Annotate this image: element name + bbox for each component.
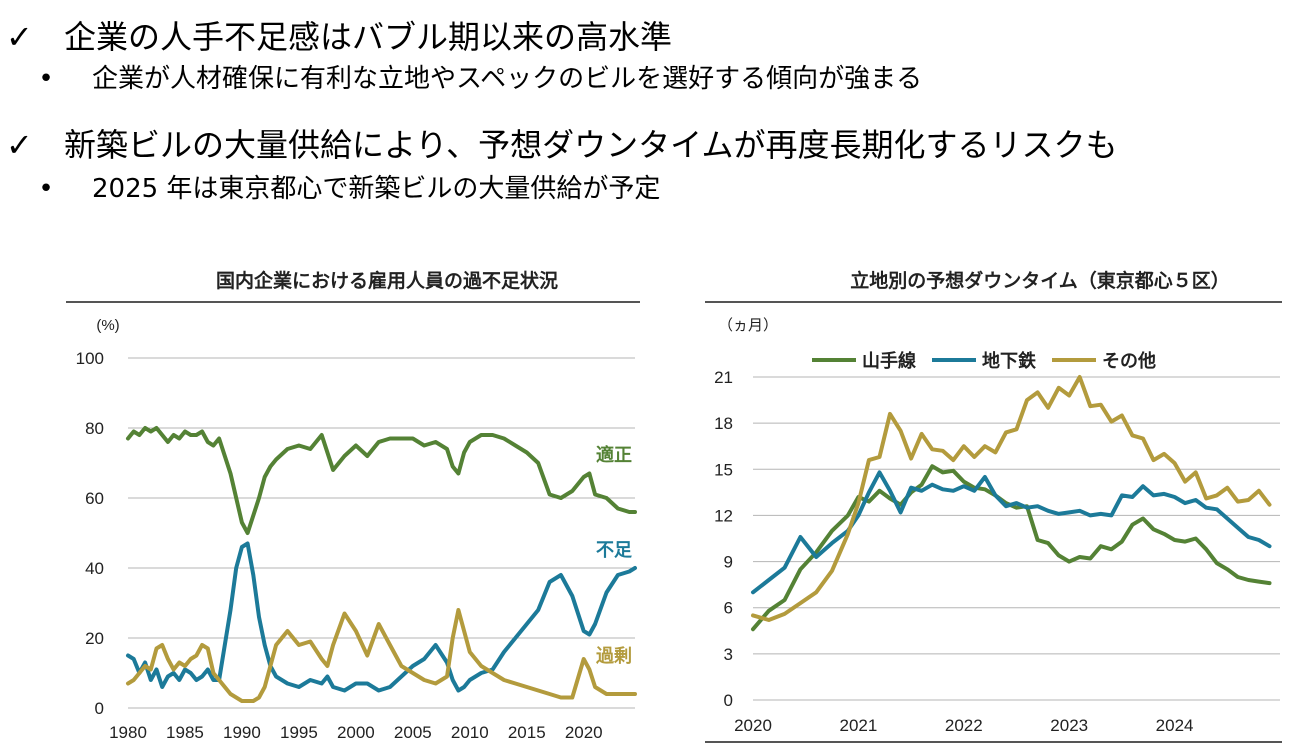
y-tick-label: 20 xyxy=(85,629,104,648)
bullet-1: ✓ 企業の人手不足感はバブル期以来の高水準 xyxy=(0,17,672,57)
bullet-2-sub: • 2025 年は東京都心で新築ビルの大量供給が予定 xyxy=(0,172,660,206)
legend-label: 地下鉄 xyxy=(982,350,1036,371)
series-line-適正 xyxy=(126,426,637,535)
bullet-2: ✓ 新築ビルの大量供給により、予想ダウンタイムが再度長期化するリスクも xyxy=(0,125,1117,165)
x-tick-label: 2021 xyxy=(839,716,877,735)
y-tick-label: 0 xyxy=(724,691,733,710)
check-icon: ✓ xyxy=(6,18,33,56)
bullet-1-sub: • 企業が人材確保に有利な立地やスペックのビルを選好する傾向が強まる xyxy=(0,62,922,96)
bullet-1-sub-text: 企業が人材確保に有利な立地やスペックのビルを選好する傾向が強まる xyxy=(92,64,923,94)
series-line-山手線 xyxy=(751,464,1272,632)
y-tick-label: 21 xyxy=(714,368,733,387)
y-tick-label: 3 xyxy=(724,645,733,664)
x-tick-label: 1995 xyxy=(280,723,318,742)
y-tick-label: 40 xyxy=(85,559,104,578)
x-tick-label: 2024 xyxy=(1156,716,1194,735)
chart-1-title: 国内企業における雇用人員の過不足状況 xyxy=(216,269,558,292)
y-tick-label: 100 xyxy=(76,349,104,368)
bullet-1-text: 企業の人手不足感はバブル期以来の高水準 xyxy=(64,18,673,56)
y-tick-label: 15 xyxy=(714,460,733,479)
series-annotation: 過剰 xyxy=(596,645,632,666)
x-tick-label: 2005 xyxy=(394,723,432,742)
x-tick-label: 1980 xyxy=(109,723,147,742)
series-annotation: 適正 xyxy=(596,444,632,465)
chart-2-y-unit: （ヵ月） xyxy=(718,317,778,334)
y-tick-label: 18 xyxy=(714,414,733,433)
bullet-2-sub-text: 2025 年は東京都心で新築ビルの大量供給が予定 xyxy=(92,174,661,204)
x-tick-label: 2010 xyxy=(451,723,489,742)
x-tick-label: 2022 xyxy=(945,716,983,735)
legend-label: 山手線 xyxy=(862,350,916,371)
series-annotation: 不足 xyxy=(596,540,632,560)
series-line-その他 xyxy=(751,375,1272,622)
x-tick-label: 1990 xyxy=(223,723,261,742)
y-tick-label: 0 xyxy=(95,699,104,718)
series-line-過剰 xyxy=(126,608,637,703)
x-tick-label: 2020 xyxy=(734,716,772,735)
x-tick-label: 1985 xyxy=(166,723,204,742)
legend-label: その他 xyxy=(1102,350,1156,371)
y-tick-label: 80 xyxy=(85,419,104,438)
y-tick-label: 60 xyxy=(85,489,104,508)
series-line-地下鉄 xyxy=(751,470,1272,595)
chart-2-title: 立地別の予想ダウンタイム（東京都心５区） xyxy=(850,269,1230,292)
x-tick-label: 2020 xyxy=(565,723,603,742)
chart-1-y-unit: (%) xyxy=(96,317,119,334)
check-icon: ✓ xyxy=(6,126,33,164)
x-tick-label: 2000 xyxy=(337,723,375,742)
y-tick-label: 6 xyxy=(724,599,733,618)
y-tick-label: 9 xyxy=(724,553,733,572)
x-tick-label: 2015 xyxy=(508,723,546,742)
y-tick-label: 12 xyxy=(714,506,733,525)
bullet-dot-icon: • xyxy=(38,64,54,94)
x-tick-label: 2023 xyxy=(1050,716,1088,735)
series-line-不足 xyxy=(126,541,637,693)
bullet-dot-icon: • xyxy=(38,174,54,204)
bullet-2-text: 新築ビルの大量供給により、予想ダウンタイムが再度長期化するリスクも xyxy=(64,126,1118,164)
